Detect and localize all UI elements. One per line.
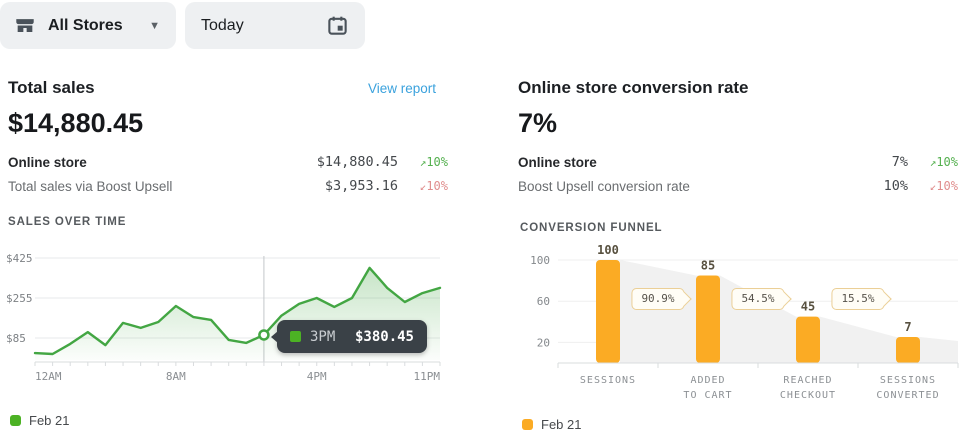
conversion-breakdown: Online store 7% ↗10% Boost Upsell conver… <box>518 150 958 198</box>
metric-label: Total sales via Boost Upsell <box>8 178 173 194</box>
date-selector-button[interactable]: Today <box>185 2 365 49</box>
y-tick-label: 20 <box>537 336 550 349</box>
delta-badge: ↙10% <box>929 179 958 193</box>
trend-arrow-icon: ↗ <box>929 156 937 169</box>
y-tick-label: $255 <box>6 292 33 305</box>
bar-value-label: 85 <box>701 258 715 272</box>
funnel-category-label: ADDED TO CART <box>683 375 733 401</box>
total-sales-title: Total sales <box>8 78 95 97</box>
conversion-funnel-heading: CONVERSION FUNNEL <box>520 222 663 234</box>
funnel-chart-svg: 100 60 20 100 85 45 7 <box>530 243 959 368</box>
metric-value: 10% <box>883 178 908 194</box>
conversion-funnel-chart: 100 60 20 100 85 45 7 90.9% 54.5% 15.5% SESSIONS AD… <box>518 240 960 415</box>
metric-row: Total sales via Boost Upsell $3,953.16 ↙… <box>8 174 448 198</box>
delta-badge: ↗10% <box>929 155 958 169</box>
date-selector-label: Today <box>201 16 244 34</box>
conversion-rate-value: 7% <box>518 108 558 138</box>
x-tick-label: 11PM <box>414 370 441 383</box>
metric-label: Boost Upsell conversion rate <box>518 178 690 194</box>
chart-tooltip: 3PM $380.45 <box>271 320 427 353</box>
metric-value: 7% <box>891 154 908 170</box>
tooltip-value: $380.45 <box>354 328 414 345</box>
series-color-swatch <box>290 331 301 342</box>
y-tick-label: 60 <box>537 295 550 308</box>
hover-point-marker[interactable] <box>258 329 270 341</box>
conversion-rate-badge: 90.9% <box>631 288 685 310</box>
chevron-down-icon: ▼ <box>149 19 160 32</box>
total-sales-breakdown: Online store $14,880.45 ↗10% Total sales… <box>8 150 448 198</box>
funnel-category-label: REACHED CHECKOUT <box>779 375 837 401</box>
conversion-rate-badge: 54.5% <box>731 288 785 310</box>
legend-swatch <box>10 415 21 426</box>
metric-value: $14,880.45 <box>316 154 398 170</box>
delta-badge: ↗10% <box>419 155 448 169</box>
store-selector-label: All Stores <box>48 16 123 34</box>
conversion-rate-title: Online store conversion rate <box>518 78 749 97</box>
sales-legend: Feb 21 <box>10 413 69 428</box>
funnel-legend: Feb 21 <box>522 417 581 431</box>
x-tick-label: 12AM <box>35 370 62 383</box>
trend-arrow-icon: ↙ <box>929 180 937 193</box>
sales-line <box>33 266 442 356</box>
delta-badge: ↙10% <box>419 179 448 193</box>
metric-row: Online store 7% ↗10% <box>518 150 958 174</box>
y-tick-label: $425 <box>6 252 33 265</box>
metric-label: Online store <box>8 154 87 170</box>
store-icon <box>16 18 34 32</box>
y-tick-label: 100 <box>530 254 550 267</box>
funnel-category-label: SESSIONS <box>579 375 637 386</box>
funnel-bar[interactable] <box>596 260 620 363</box>
funnel-bar[interactable] <box>696 275 720 363</box>
calendar-icon <box>328 16 347 35</box>
legend-label: Feb 21 <box>29 413 70 428</box>
trend-arrow-icon: ↙ <box>419 180 427 193</box>
metric-row: Online store $14,880.45 ↗10% <box>8 150 448 174</box>
funnel-bar[interactable] <box>896 337 920 363</box>
tooltip-time: 3PM <box>310 328 336 345</box>
x-tick-label: 4PM <box>307 370 327 383</box>
store-selector-button[interactable]: All Stores ▼ <box>0 2 176 49</box>
sales-over-time-heading: SALES OVER TIME <box>8 216 127 228</box>
bar-value-label: 45 <box>801 300 815 314</box>
bar-value-label: 7 <box>904 320 911 334</box>
legend-swatch <box>522 419 533 430</box>
funnel-category-label: SESSIONS CONVERTED <box>876 375 940 401</box>
legend-label: Feb 21 <box>541 417 582 431</box>
metric-value: $3,953.16 <box>324 178 398 194</box>
x-tick-label: 8AM <box>166 370 186 383</box>
view-report-link[interactable]: View report <box>368 81 437 96</box>
trend-arrow-icon: ↗ <box>419 156 427 169</box>
total-sales-value: $14,880.45 <box>8 108 144 138</box>
metric-row: Boost Upsell conversion rate 10% ↙10% <box>518 174 958 198</box>
funnel-bar[interactable] <box>796 316 820 363</box>
conversion-rate-badge: 15.5% <box>831 288 885 310</box>
y-tick-label: $85 <box>6 332 26 345</box>
metric-label: Online store <box>518 154 597 170</box>
bar-value-label: 100 <box>597 243 619 257</box>
